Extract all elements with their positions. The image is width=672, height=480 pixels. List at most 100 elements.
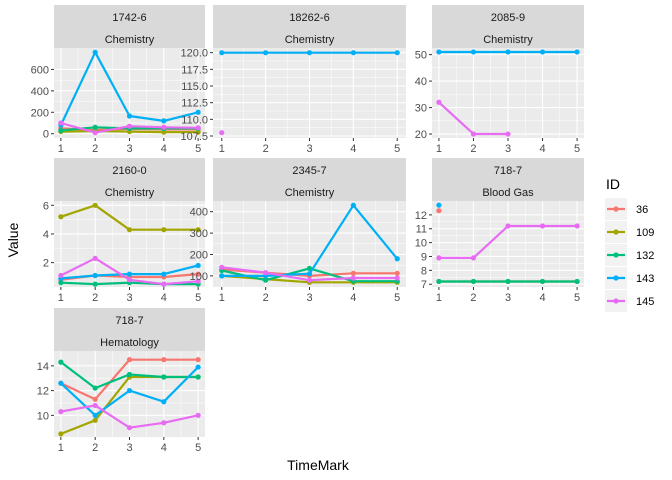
facet-strip: [432, 5, 584, 48]
y-tick-label: 10: [415, 238, 427, 250]
data-point-145: [263, 270, 269, 276]
y-tick-label: 8: [421, 265, 427, 277]
x-tick-label: 2: [92, 292, 98, 304]
data-point-143: [126, 113, 133, 119]
facet-strip: [54, 308, 205, 351]
data-point-145: [58, 409, 64, 415]
data-point-143: [161, 118, 167, 124]
data-point-132: [92, 281, 98, 287]
x-tick-label: 3: [505, 292, 511, 304]
data-point-143: [394, 50, 400, 56]
y-tick-label: 50: [415, 50, 427, 62]
x-axis-title: TimeMark: [287, 457, 350, 473]
data-point-132: [436, 278, 442, 285]
legend-title: ID: [606, 176, 620, 192]
data-point-145: [436, 99, 442, 105]
x-tick-label: 1: [219, 292, 225, 304]
y-tick-label: 200: [31, 107, 49, 119]
data-point-132: [58, 127, 64, 134]
data-point-143: [394, 256, 400, 262]
data-point-145: [92, 402, 98, 409]
data-point-143: [161, 399, 167, 405]
data-point-36: [161, 357, 167, 363]
y-tick-label: 107.5: [180, 131, 208, 143]
strip-category-label: Chemistry: [483, 34, 533, 46]
y-tick-label: 10: [37, 410, 49, 422]
legend-label-132: 132: [636, 250, 654, 262]
data-point-143: [219, 50, 225, 56]
strip-category-label: Chemistry: [285, 34, 335, 46]
data-point-143: [306, 50, 313, 56]
x-tick-label: 3: [126, 292, 132, 304]
data-point-145: [92, 255, 98, 261]
legend: 36 109 132 143 145: [605, 198, 654, 312]
x-tick-label: 4: [161, 143, 167, 155]
data-point-132: [92, 385, 98, 391]
data-point-36: [195, 357, 201, 363]
strip-category-label: Blood Gas: [482, 187, 534, 199]
data-point-132: [195, 374, 201, 380]
data-point-145: [505, 223, 511, 229]
legend-key-point: [613, 206, 619, 212]
facet-strip: [432, 158, 584, 201]
y-tick-label: 6: [43, 200, 49, 212]
data-point-143: [126, 387, 133, 394]
x-tick-label: 2: [470, 292, 476, 304]
data-point-145: [161, 281, 167, 287]
y-tick-label: 600: [31, 64, 49, 76]
data-point-143: [195, 109, 201, 115]
x-tick-label: 5: [574, 292, 580, 304]
legend-key-point: [613, 298, 619, 304]
data-point-132: [58, 280, 64, 286]
legend-label-109: 109: [636, 227, 654, 239]
x-tick-label: 4: [539, 292, 545, 304]
data-point-109: [58, 214, 64, 220]
data-point-145: [306, 277, 313, 283]
x-tick-label: 4: [350, 292, 356, 304]
data-point-109: [195, 129, 201, 135]
data-point-109: [161, 227, 167, 233]
y-tick-label: 12: [415, 210, 427, 222]
y-tick-label: 110.0: [181, 114, 208, 126]
legend-key-point: [613, 229, 619, 235]
y-tick-label: 2: [43, 258, 49, 270]
data-point-145: [219, 130, 225, 136]
data-point-132: [263, 277, 269, 283]
y-tick-label: 120.0: [180, 48, 208, 60]
x-tick-label: 2: [92, 442, 98, 454]
facet-strip: [54, 158, 205, 201]
data-point-36: [350, 270, 356, 276]
data-point-143: [92, 272, 98, 279]
data-point-145: [539, 223, 546, 229]
y-tick-label: 40: [415, 76, 427, 88]
data-point-132: [126, 371, 133, 378]
data-point-36: [92, 396, 98, 402]
y-tick-label: 9: [421, 251, 427, 263]
data-point-132: [161, 374, 167, 380]
strip-code-label: 718-7: [494, 165, 522, 177]
x-tick-label: 2: [92, 143, 98, 155]
data-point-145: [505, 131, 511, 137]
data-point-36: [195, 271, 201, 277]
y-tick-label: 115.0: [181, 81, 208, 93]
y-tick-label: 200: [190, 249, 208, 261]
data-point-143: [195, 262, 201, 269]
strip-category-label: Chemistry: [105, 34, 155, 46]
y-axis-title: Value: [5, 222, 21, 257]
facet-strip: [54, 5, 205, 48]
data-point-143: [161, 271, 167, 277]
y-tick-label: 400: [31, 86, 49, 98]
data-point-109: [92, 417, 98, 423]
data-point-145: [350, 275, 356, 281]
x-tick-label: 1: [58, 143, 64, 155]
data-point-143: [436, 49, 442, 55]
data-point-109: [58, 431, 64, 437]
data-point-143: [505, 49, 511, 55]
strip-code-label: 2345-7: [292, 165, 326, 177]
x-tick-label: 1: [219, 143, 225, 155]
data-point-109: [92, 202, 98, 208]
data-point-143: [350, 50, 356, 56]
x-tick-label: 5: [195, 442, 201, 454]
x-tick-label: 4: [161, 442, 167, 454]
legend-label-36: 36: [636, 204, 648, 216]
